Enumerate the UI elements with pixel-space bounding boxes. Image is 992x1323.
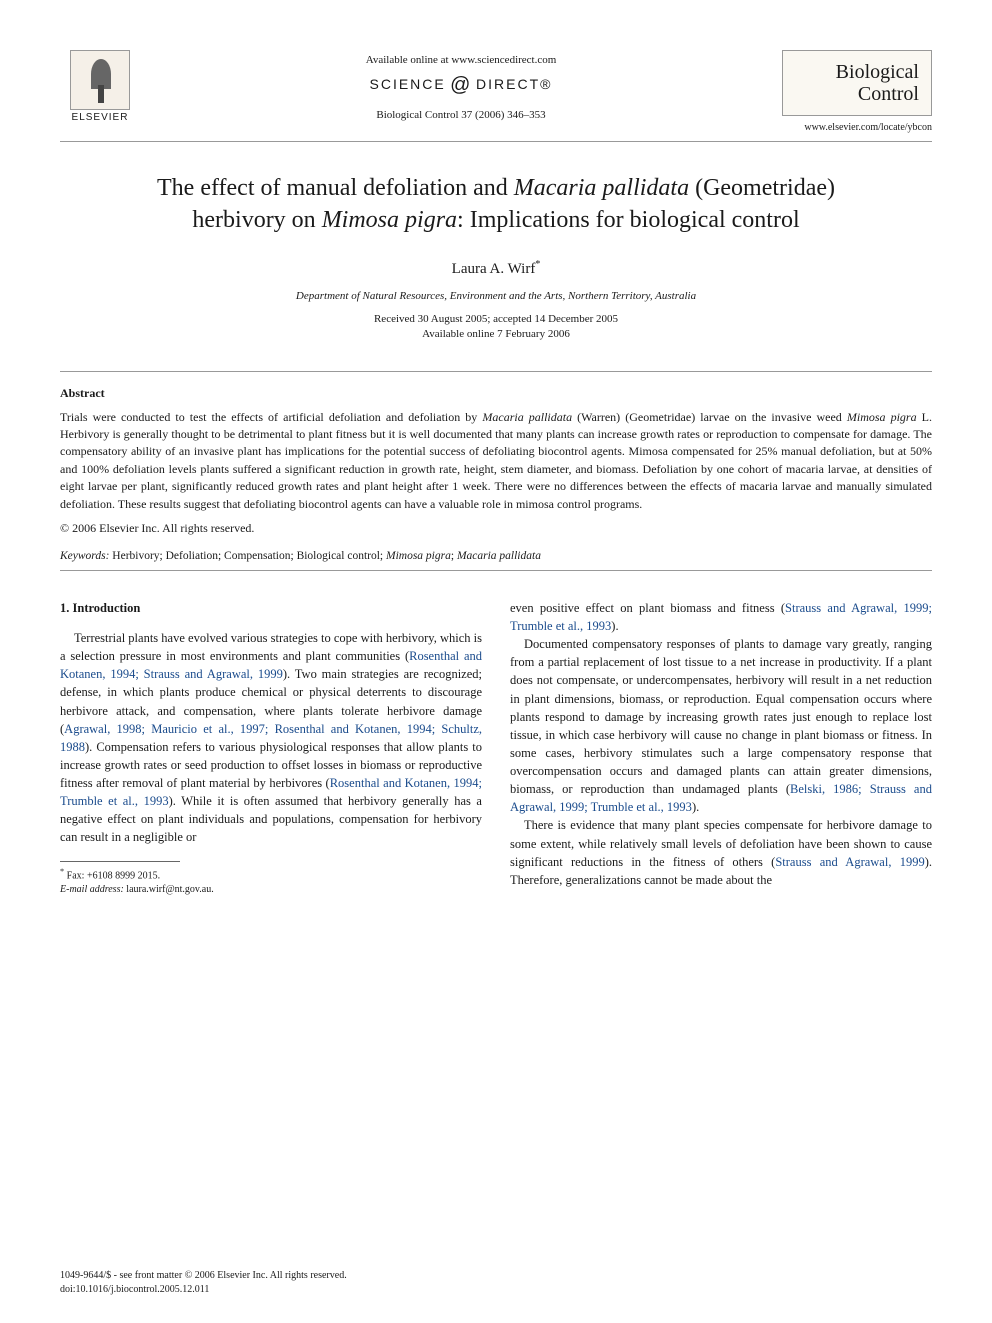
intro-para-2: Documented compensatory responses of pla…: [510, 635, 932, 816]
keywords-species-1: Mimosa pigra: [386, 550, 451, 562]
p1c-text-a: even positive effect on plant biomass an…: [510, 601, 785, 615]
title-part-3: herbivory on: [192, 207, 321, 233]
body-columns: 1. Introduction Terrestrial plants have …: [60, 599, 932, 897]
abs-text-1: Trials were conducted to test the effect…: [60, 410, 482, 424]
journal-url: www.elsevier.com/locate/ybcon: [782, 122, 932, 133]
top-rule: [60, 141, 932, 142]
abs-species-2: Mimosa pigra: [847, 410, 917, 424]
intro-para-3: There is evidence that many plant specie…: [510, 816, 932, 889]
p3-ref-1[interactable]: Strauss and Agrawal, 1999: [775, 855, 924, 869]
abs-species-1: Macaria pallidata: [482, 410, 572, 424]
received-date: Received 30 August 2005; accepted 14 Dec…: [60, 312, 932, 327]
author-name: Laura A. Wirf: [452, 261, 536, 277]
page-footer: 1049-9644/$ - see front matter © 2006 El…: [60, 1269, 347, 1297]
abs-text-3: L. Herbivory is generally thought to be …: [60, 410, 932, 511]
online-date: Available online 7 February 2006: [60, 327, 932, 342]
p1c-text-b: ).: [611, 619, 618, 633]
title-part-4: : Implications for biological control: [457, 207, 800, 233]
keywords-label: Keywords:: [60, 550, 109, 562]
header-region: ELSEVIER Available online at www.science…: [60, 50, 932, 133]
journal-reference: Biological Control 37 (2006) 346–353: [140, 109, 782, 121]
article-dates: Received 30 August 2005; accepted 14 Dec…: [60, 312, 932, 343]
footnote-block: * Fax: +6108 8999 2015. E-mail address: …: [60, 866, 482, 897]
email-label: E-mail address:: [60, 884, 124, 895]
footnote-email: E-mail address: laura.wirf@nt.gov.au.: [60, 883, 482, 897]
elsevier-tree-icon: [70, 50, 130, 110]
footer-front-matter: 1049-9644/$ - see front matter © 2006 El…: [60, 1269, 347, 1283]
journal-logo-block: Biological Control www.elsevier.com/loca…: [782, 50, 932, 133]
corresp-mark: *: [60, 867, 64, 876]
title-part-1: The effect of manual defoliation and: [157, 175, 514, 201]
sd-right: DIRECT®: [476, 76, 552, 92]
intro-para-1: Terrestrial plants have evolved various …: [60, 629, 482, 847]
keywords-line: Keywords: Herbivory; Defoliation; Compen…: [60, 550, 932, 562]
keywords-text-1: Herbivory; Defoliation; Compensation; Bi…: [109, 550, 386, 562]
section-heading-intro: 1. Introduction: [60, 599, 482, 617]
author-line: Laura A. Wirf*: [60, 259, 932, 278]
author-corresp-mark: *: [535, 259, 540, 270]
keywords-species-2: Macaria pallidata: [457, 550, 541, 562]
column-left: 1. Introduction Terrestrial plants have …: [60, 599, 482, 897]
footnote-fax: * Fax: +6108 8999 2015.: [60, 866, 482, 883]
sd-at-icon: @: [450, 74, 472, 97]
title-part-2: (Geometridae): [689, 175, 835, 201]
title-species-1: Macaria pallidata: [514, 175, 689, 201]
abstract-copyright: © 2006 Elsevier Inc. All rights reserved…: [60, 521, 932, 536]
fax-label: Fax:: [67, 870, 85, 881]
journal-name-line1: Biological: [795, 61, 919, 83]
footnote-rule: [60, 861, 180, 862]
journal-box: Biological Control: [782, 50, 932, 116]
article-title: The effect of manual defoliation and Mac…: [60, 172, 932, 237]
elsevier-logo: ELSEVIER: [60, 50, 140, 123]
sciencedirect-logo: SCIENCE@DIRECT®: [140, 74, 782, 97]
affiliation: Department of Natural Resources, Environ…: [60, 290, 932, 302]
abstract-body: Trials were conducted to test the effect…: [60, 409, 932, 513]
column-right: even positive effect on plant biomass an…: [510, 599, 932, 897]
abstract-heading: Abstract: [60, 386, 932, 401]
fax-number: +6108 8999 2015.: [84, 870, 160, 881]
footer-doi: doi:10.1016/j.biocontrol.2005.12.011: [60, 1283, 347, 1297]
abs-text-2: (Warren) (Geometridae) larvae on the inv…: [572, 410, 847, 424]
elsevier-label: ELSEVIER: [72, 112, 129, 123]
keywords-bottom-rule: [60, 570, 932, 571]
email-address[interactable]: laura.wirf@nt.gov.au.: [124, 884, 214, 895]
p2-text-b: ).: [692, 800, 699, 814]
available-online-text: Available online at www.sciencedirect.co…: [140, 54, 782, 66]
intro-para-1-cont: even positive effect on plant biomass an…: [510, 599, 932, 635]
sd-left: SCIENCE: [370, 76, 446, 92]
header-center: Available online at www.sciencedirect.co…: [140, 50, 782, 121]
journal-name-line2: Control: [795, 83, 919, 105]
title-species-2: Mimosa pigra: [322, 207, 457, 233]
abstract-top-rule: [60, 371, 932, 372]
p2-text-a: Documented compensatory responses of pla…: [510, 637, 932, 796]
